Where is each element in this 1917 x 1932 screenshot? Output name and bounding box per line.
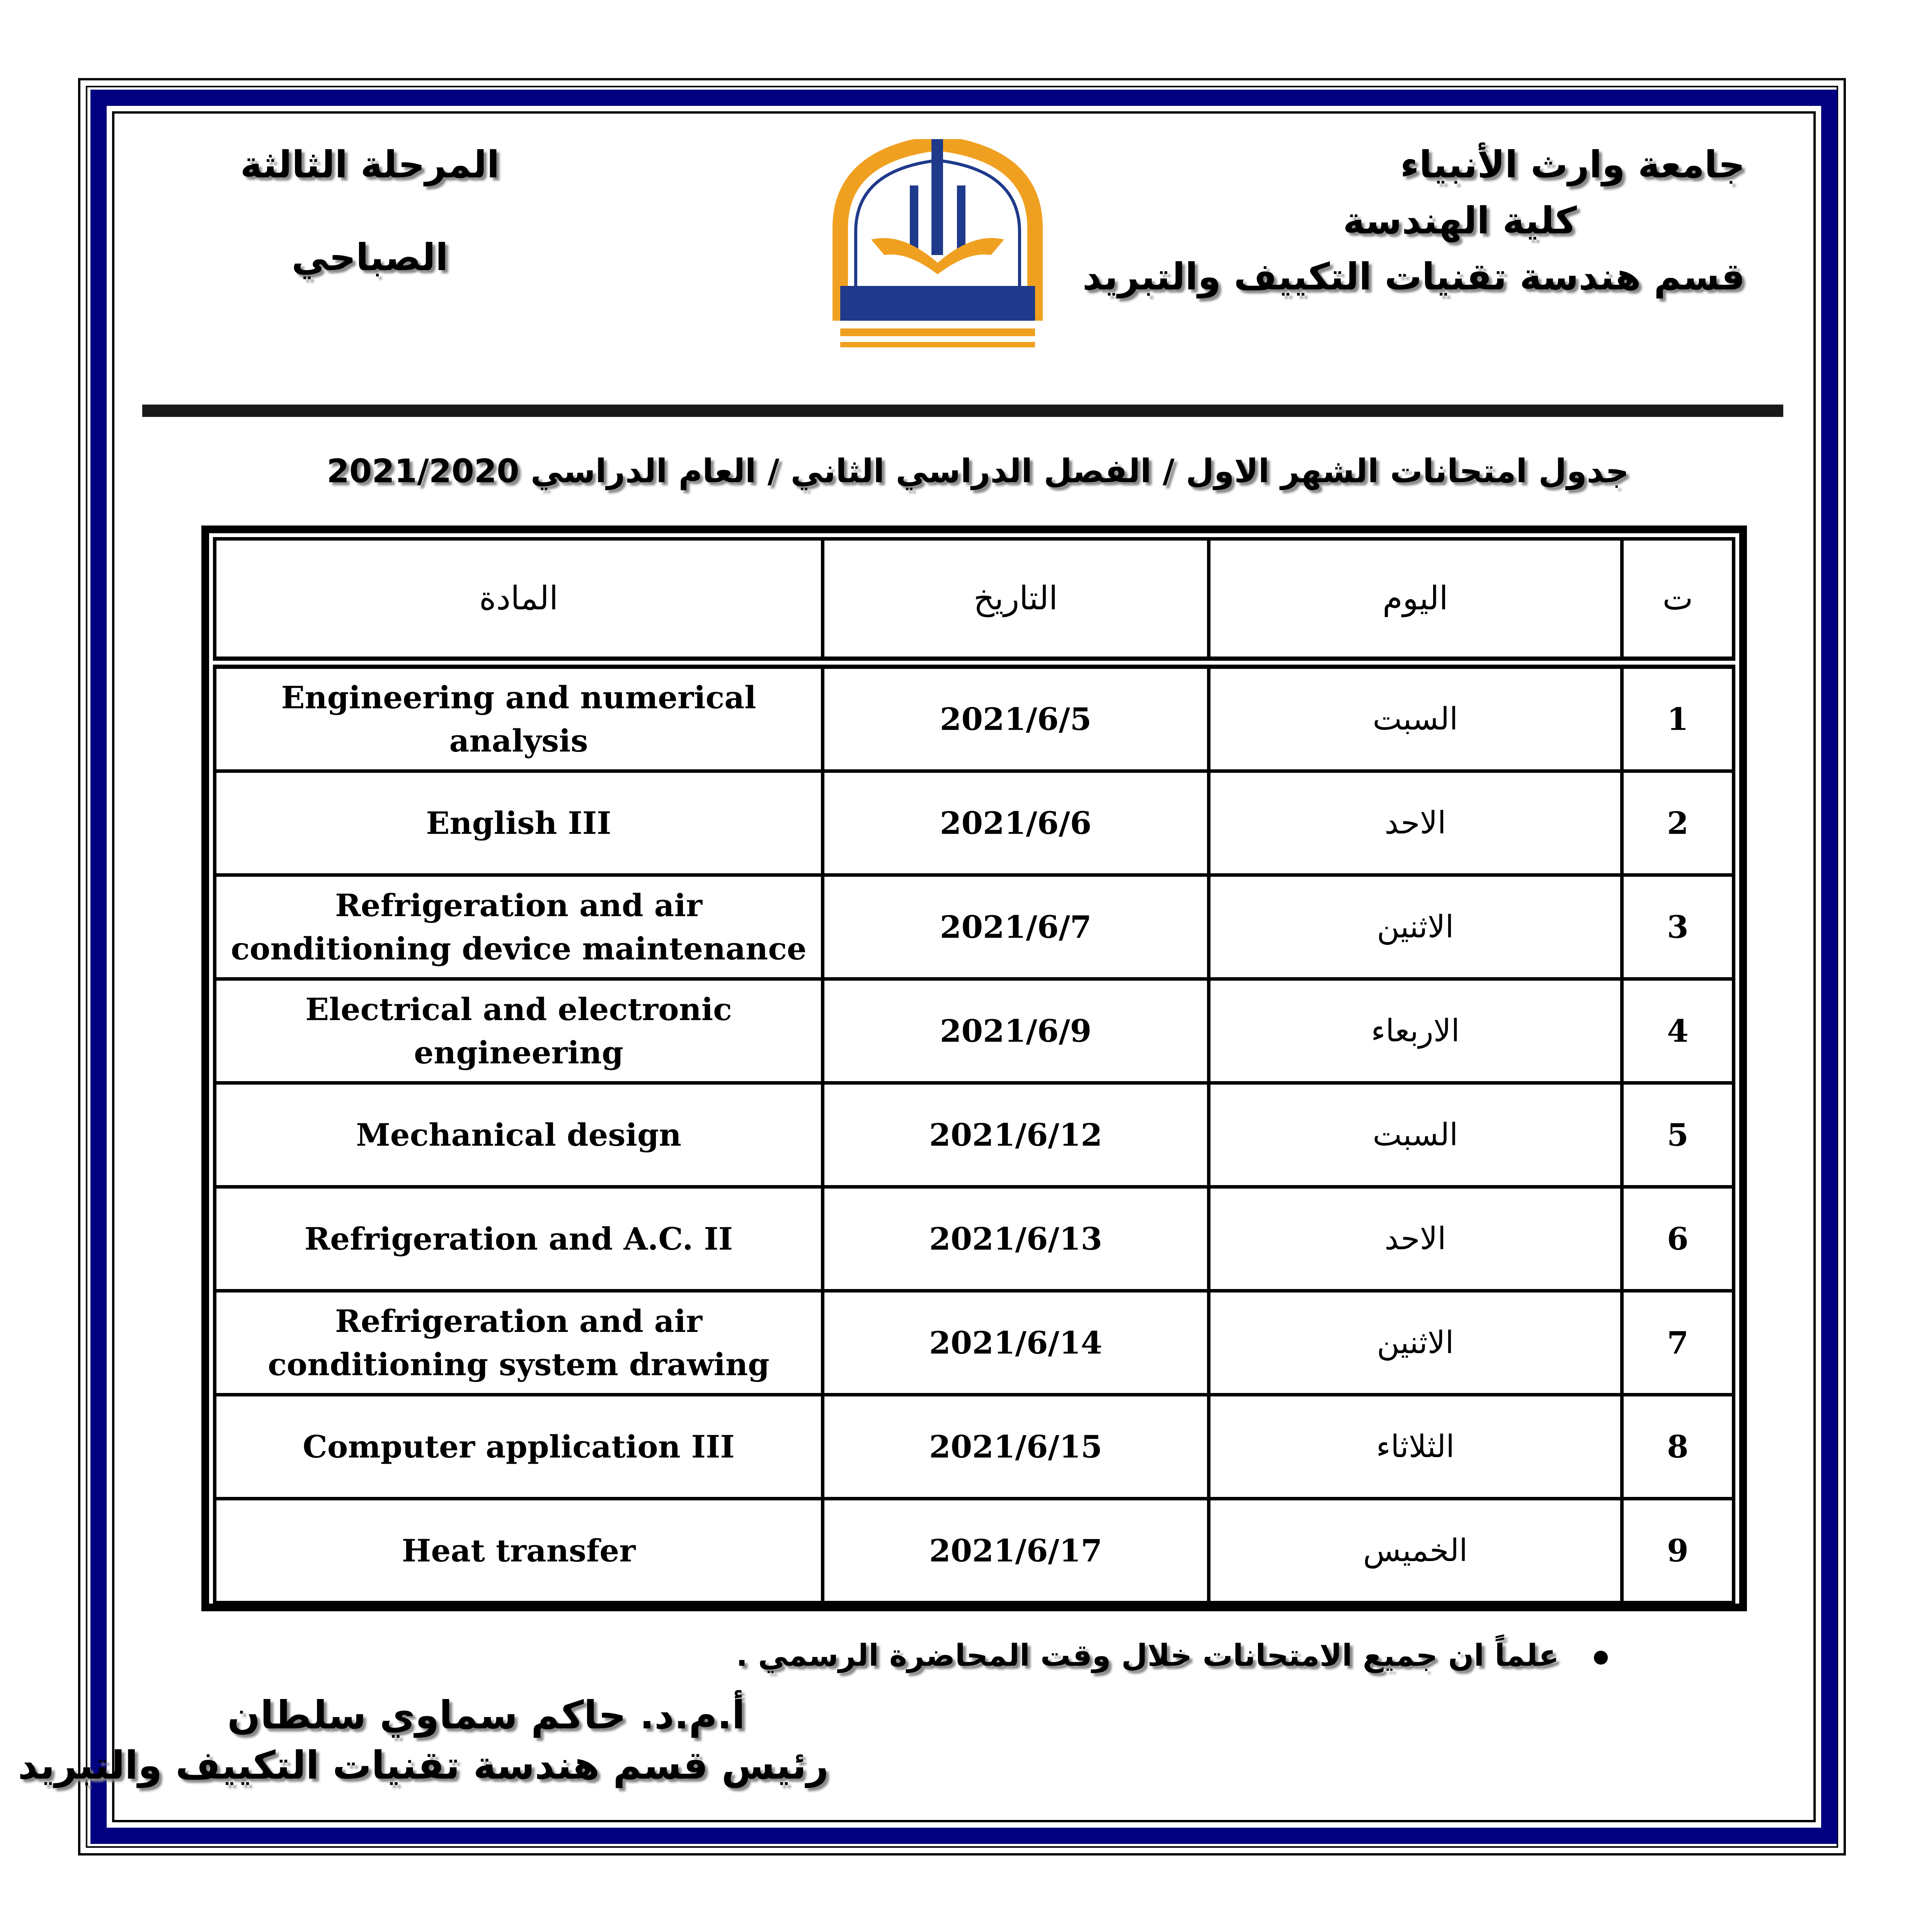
cell-subject: Computer application III (213, 1393, 824, 1500)
table-row: 6 الاحد 2021/6/13 Refrigeration and A.C. II (213, 1185, 1735, 1293)
cell-subject: Refrigeration and air conditioning syste… (213, 1289, 824, 1396)
stage-label: المرحلة الثالثة (240, 143, 500, 186)
cell-subject: Electrical and electronic engineering (213, 977, 824, 1085)
cell-subject: Refrigeration and A.C. II (213, 1185, 824, 1293)
cell-day: الاربعاء (1207, 977, 1624, 1085)
cell-day: الاثنين (1207, 873, 1624, 981)
cell-num: 2 (1620, 769, 1735, 877)
signature-position: رئيس قسم هندسة تقنيات التكييف والتبريد (18, 1743, 829, 1788)
cell-date: 2021/6/12 (821, 1081, 1210, 1189)
header-divider (142, 405, 1783, 417)
cell-date: 2021/6/5 (821, 661, 1210, 773)
table-row: 7 الاثنين 2021/6/14 Refrigeration and air c… (213, 1289, 1735, 1396)
header-date: التاريخ (821, 537, 1210, 669)
table-row: 8 الثلاثاء 2021/6/15 Computer application I… (213, 1393, 1735, 1500)
cell-date: 2021/6/17 (821, 1497, 1210, 1604)
cell-date: 2021/6/7 (821, 873, 1210, 981)
cell-day: الاثنين (1207, 1289, 1624, 1396)
department-name: قسم هندسة تقنيات التكييف والتبريد (1082, 255, 1745, 298)
cell-num: 6 (1620, 1185, 1735, 1293)
bullet-icon (1594, 1650, 1608, 1665)
cell-date: 2021/6/9 (821, 977, 1210, 1085)
page-border-inner (86, 86, 1838, 1848)
cell-num: 3 (1620, 873, 1735, 981)
cell-day: الثلاثاء (1207, 1393, 1624, 1500)
header-num: ت (1620, 537, 1735, 669)
cell-subject: Heat transfer (213, 1497, 824, 1604)
signature-name: أ.م.د. حاكم سماوي سلطان (227, 1692, 745, 1738)
university-name: جامعة وارث الأنبياء (1400, 143, 1745, 186)
cell-subject: Engineering and numerical analysis (213, 661, 824, 773)
page-border-outer (78, 78, 1846, 1855)
cell-subject: Mechanical design (213, 1081, 824, 1189)
page-border-blue (90, 90, 1837, 1844)
exam-schedule-table: ت اليوم التاريخ المادة 1 السبت 2021/6/5 Eng… (201, 526, 1747, 1611)
page-border-line (112, 111, 1816, 1822)
cell-date: 2021/6/6 (821, 769, 1210, 877)
cell-num: 1 (1620, 661, 1735, 773)
shift-label: الصباحي (291, 236, 448, 279)
cell-num: 9 (1620, 1497, 1735, 1604)
cell-num: 4 (1620, 977, 1735, 1085)
table-row: 3 الاثنين 2021/6/7 Refrigeration and air co… (213, 873, 1735, 981)
cell-date: 2021/6/13 (821, 1185, 1210, 1293)
cell-day: الخميس (1207, 1497, 1624, 1604)
cell-day: السبت (1207, 1081, 1624, 1189)
cell-subject: Refrigeration and air conditioning devic… (213, 873, 824, 981)
table-row: 5 السبت 2021/6/12 Mechanical design (213, 1081, 1735, 1189)
cell-day: السبت (1207, 661, 1624, 773)
table-row: 2 الاحد 2021/6/6 English III (213, 769, 1735, 877)
cell-date: 2021/6/14 (821, 1289, 1210, 1396)
header-subject: المادة (213, 537, 824, 669)
table-header-row: ت اليوم التاريخ المادة (213, 537, 1735, 669)
college-name: كلية الهندسة (1343, 199, 1577, 242)
page-title: جدول امتحانات الشهر الاول / الفصل الدراس… (327, 452, 1629, 490)
header-day: اليوم (1207, 537, 1624, 669)
table-row: 9 الخميس 2021/6/17 Heat transfer (213, 1497, 1735, 1604)
cell-day: الاحد (1207, 1185, 1624, 1293)
university-logo (825, 135, 1050, 359)
table-row: 1 السبت 2021/6/5 Engineering and numerical … (213, 661, 1735, 773)
table-row: 4 الاربعاء 2021/6/9 Electrical and electron… (213, 977, 1735, 1085)
cell-subject: English III (213, 769, 824, 877)
cell-day: الاحد (1207, 769, 1624, 877)
note-text: علماً ان جميع الامتحانات خلال وقت المحاض… (736, 1638, 1559, 1673)
cell-num: 5 (1620, 1081, 1735, 1189)
cell-num: 7 (1620, 1289, 1735, 1396)
cell-date: 2021/6/15 (821, 1393, 1210, 1500)
cell-num: 8 (1620, 1393, 1735, 1500)
note: علماً ان جميع الامتحانات خلال وقت المحاض… (736, 1638, 1608, 1673)
